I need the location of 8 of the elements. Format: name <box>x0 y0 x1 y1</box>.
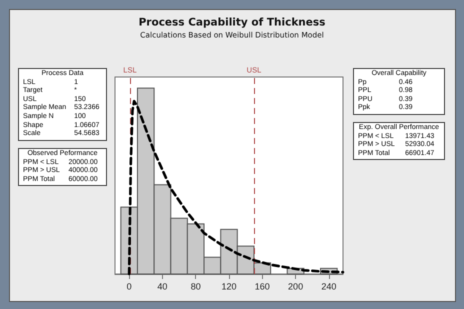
chart-title: Process Capability of Thickness <box>138 16 326 28</box>
x-tick-label: 80 <box>190 282 201 292</box>
x-tick-label: 240 <box>321 282 336 292</box>
x-tick-label: 120 <box>221 282 237 292</box>
x-tick-label: 160 <box>254 282 270 292</box>
x-tick-label: 200 <box>288 282 304 292</box>
x-tick-label: 0 <box>126 282 132 292</box>
x-tick-label: 40 <box>157 282 168 292</box>
